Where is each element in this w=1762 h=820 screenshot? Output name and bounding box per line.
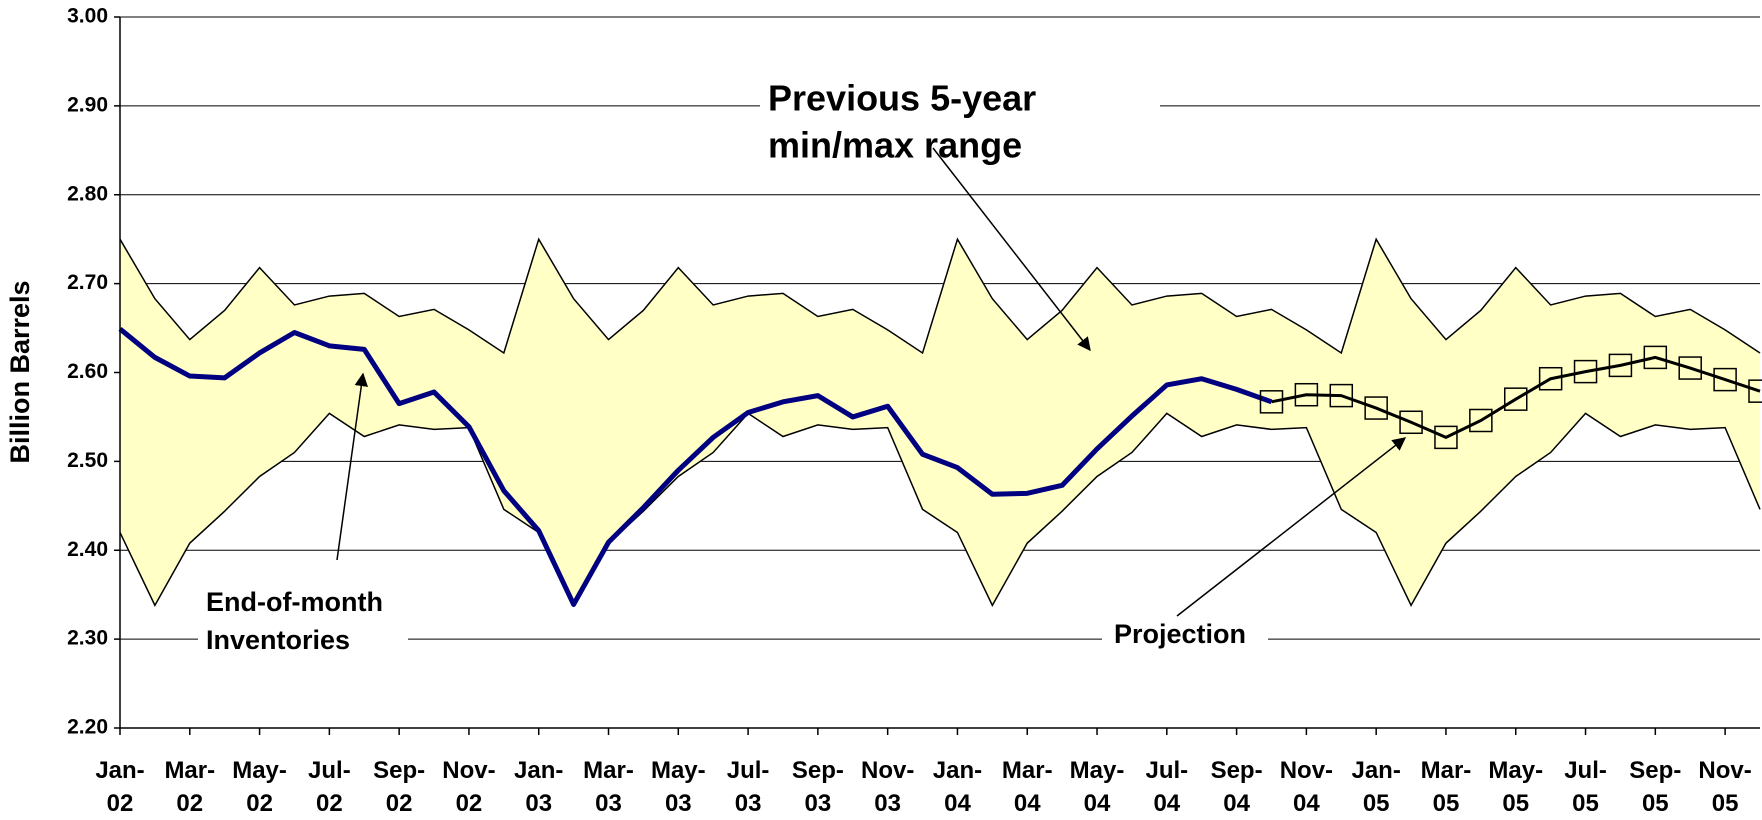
x-tick-label: Jul-03 xyxy=(727,757,770,817)
range-area xyxy=(120,239,1760,606)
y-tick-label: 2.30 xyxy=(67,627,108,650)
x-tick-label: May-05 xyxy=(1488,757,1543,817)
x-tick-label: Sep-03 xyxy=(792,757,844,817)
series-marker xyxy=(1434,425,1458,450)
annotation-arrow xyxy=(932,147,1091,352)
x-tick-label: May-02 xyxy=(232,757,287,817)
annotation-text: Projection xyxy=(1114,619,1246,649)
y-tick-label: 2.40 xyxy=(67,538,108,561)
y-tick-label: 2.20 xyxy=(67,716,108,739)
annotation-background xyxy=(760,80,1160,172)
series-marker xyxy=(1643,345,1668,370)
series-marker xyxy=(1713,367,1737,392)
x-tick-label: Sep-05 xyxy=(1629,757,1681,817)
x-tick-label: Nov-04 xyxy=(1280,757,1333,817)
annotation-text: Previous 5-year xyxy=(768,78,1036,119)
x-tick-label: Sep-02 xyxy=(373,757,425,817)
series-marker xyxy=(1573,359,1598,384)
y-tick-label: 2.90 xyxy=(67,93,108,116)
annotation-arrow xyxy=(1176,437,1407,617)
x-tick-label: Mar-05 xyxy=(1421,757,1472,817)
series-marker xyxy=(1329,383,1354,408)
x-tick-label: Jan-05 xyxy=(1351,757,1400,817)
series-marker xyxy=(1608,353,1633,378)
series-marker xyxy=(1678,356,1702,380)
range-max-line xyxy=(119,237,1761,355)
x-tick-label: Jan-02 xyxy=(95,757,144,817)
x-tick-label: Nov-05 xyxy=(1698,757,1751,817)
annotation-text: min/max range xyxy=(768,125,1022,166)
series-marker xyxy=(1503,387,1528,411)
y-tick-label: 3.00 xyxy=(67,5,108,28)
y-axis-label: Billion Barrels xyxy=(5,280,35,463)
series-marker xyxy=(1538,366,1563,391)
y-tick-label: 2.80 xyxy=(67,182,108,205)
x-tick-label: May-04 xyxy=(1070,757,1125,817)
x-tick-label: Mar-03 xyxy=(583,757,634,817)
series-line xyxy=(118,327,1273,607)
x-tick-label: Sep-04 xyxy=(1211,757,1263,817)
series-marker xyxy=(1259,390,1284,414)
plot xyxy=(118,237,1762,607)
x-tick-label: Jul-02 xyxy=(308,757,351,817)
x-tick-label: Mar-02 xyxy=(164,757,215,817)
x-tick-label: Nov-02 xyxy=(442,757,495,817)
annotation-background xyxy=(1102,620,1268,654)
series-marker xyxy=(1469,408,1493,433)
range-min-line xyxy=(119,412,1761,607)
series-marker xyxy=(1294,382,1319,407)
y-tick-label: 2.60 xyxy=(67,360,108,383)
x-tick-label: Jul-04 xyxy=(1145,757,1188,817)
series-marker xyxy=(1364,396,1388,420)
x-tick-label: Jan-04 xyxy=(933,757,982,817)
y-tick-label: 2.50 xyxy=(67,449,108,472)
x-tick-label: Jan-03 xyxy=(514,757,563,817)
annotation-background xyxy=(198,586,408,658)
x-tick-label: Mar-04 xyxy=(1002,757,1053,817)
annotation-text: Inventories xyxy=(206,625,350,655)
y-tick-label: 2.70 xyxy=(67,271,108,294)
x-tick-label: Jul-05 xyxy=(1564,757,1607,817)
x-tick-label: May-03 xyxy=(651,757,706,817)
annotation-arrow xyxy=(336,372,369,561)
series-marker xyxy=(1748,379,1762,403)
annotation-text: End-of-month xyxy=(206,587,383,617)
series-marker xyxy=(1399,410,1423,435)
x-tick-label: Nov-03 xyxy=(861,757,914,817)
